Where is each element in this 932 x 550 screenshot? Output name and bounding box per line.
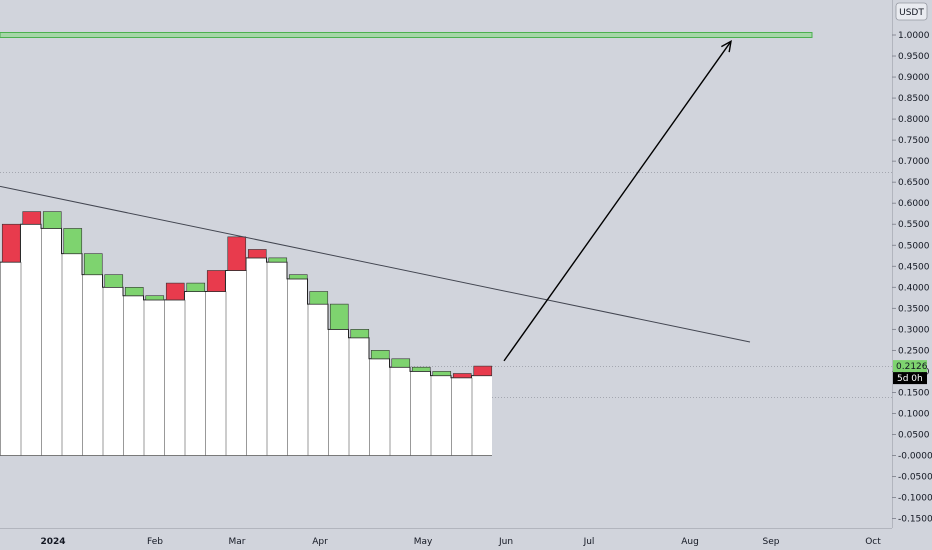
y-tick-label: 1.0000 [898,31,930,41]
candle[interactable] [83,253,103,275]
candle[interactable] [42,211,62,229]
candle[interactable] [452,373,472,379]
y-tick-label: -0.1500 [898,515,932,525]
y-tick-label: 0.3000 [898,325,930,335]
y-tick-label: 0.9000 [898,73,930,83]
candle[interactable] [1,223,21,263]
x-tick-label: Feb [147,537,163,547]
y-tick-label: 0.5500 [898,220,930,230]
time-axis[interactable] [0,528,892,550]
x-tick-label: Sep [763,537,780,547]
candle[interactable] [22,211,42,225]
candle[interactable] [165,282,185,301]
candle[interactable] [247,249,267,259]
y-tick-label: 0.4500 [898,262,930,272]
y-tick-label: -0.0000 [898,452,932,462]
arrow-head [721,39,732,53]
x-tick-label: 2024 [40,537,65,547]
y-tick-label: 0.8500 [898,94,930,104]
y-tick-label: 0.3500 [898,304,930,314]
x-tick-label: May [414,537,433,547]
x-tick-label: Mar [229,537,246,547]
y-tick-label: 0.9500 [898,52,930,62]
current-price-badge [893,360,927,373]
candle[interactable] [391,358,411,368]
y-tick-label: 0.7500 [898,136,930,146]
y-tick-label: 0.8000 [898,115,930,125]
y-tick-label: 0.0500 [898,430,930,440]
x-tick-label: Jul [583,537,595,547]
x-tick-label: Aug [681,537,699,547]
countdown-label: 5d 0h [897,374,923,384]
y-tick-label: 0.1500 [898,388,930,398]
price-axis[interactable] [892,0,932,550]
y-tick-label: -0.0500 [898,473,932,483]
x-tick-label: Apr [312,537,328,547]
candle[interactable] [288,274,308,280]
current-price-label: 0.2126 [896,362,928,372]
y-tick-label: 0.1000 [898,409,930,419]
x-tick-label: Jun [498,537,513,547]
y-tick-label: 0.2500 [898,346,930,356]
candle[interactable] [124,286,144,297]
candle[interactable] [186,282,206,292]
candle[interactable] [63,228,83,254]
descending-trendline[interactable] [0,185,751,343]
y-tick-label: 0.7000 [898,157,930,167]
countdown-badge [893,372,927,385]
candle[interactable] [309,291,329,305]
y-tick-label: 0.6500 [898,178,930,188]
candle[interactable] [145,295,165,301]
currency-label: USDT [899,8,924,18]
y-tick-label: -0.1000 [898,494,932,504]
candle[interactable] [370,350,390,360]
target-arrow[interactable] [503,40,732,362]
candle[interactable] [350,329,370,339]
resistance-zone[interactable] [0,32,813,38]
currency-button[interactable] [895,2,928,21]
candle[interactable] [268,257,288,263]
candle[interactable] [411,366,431,372]
candle[interactable] [206,270,226,292]
candle[interactable] [104,274,124,288]
y-tick-label: 0.6000 [898,199,930,209]
y-tick-label: 0.5000 [898,241,930,251]
x-tick-label: Oct [865,537,881,547]
candle[interactable] [227,236,247,271]
candle[interactable] [473,365,493,376]
area-under-candles [0,224,492,456]
candle[interactable] [432,371,452,376]
candle[interactable] [329,303,349,330]
y-tick-label: 0.4000 [898,283,930,293]
